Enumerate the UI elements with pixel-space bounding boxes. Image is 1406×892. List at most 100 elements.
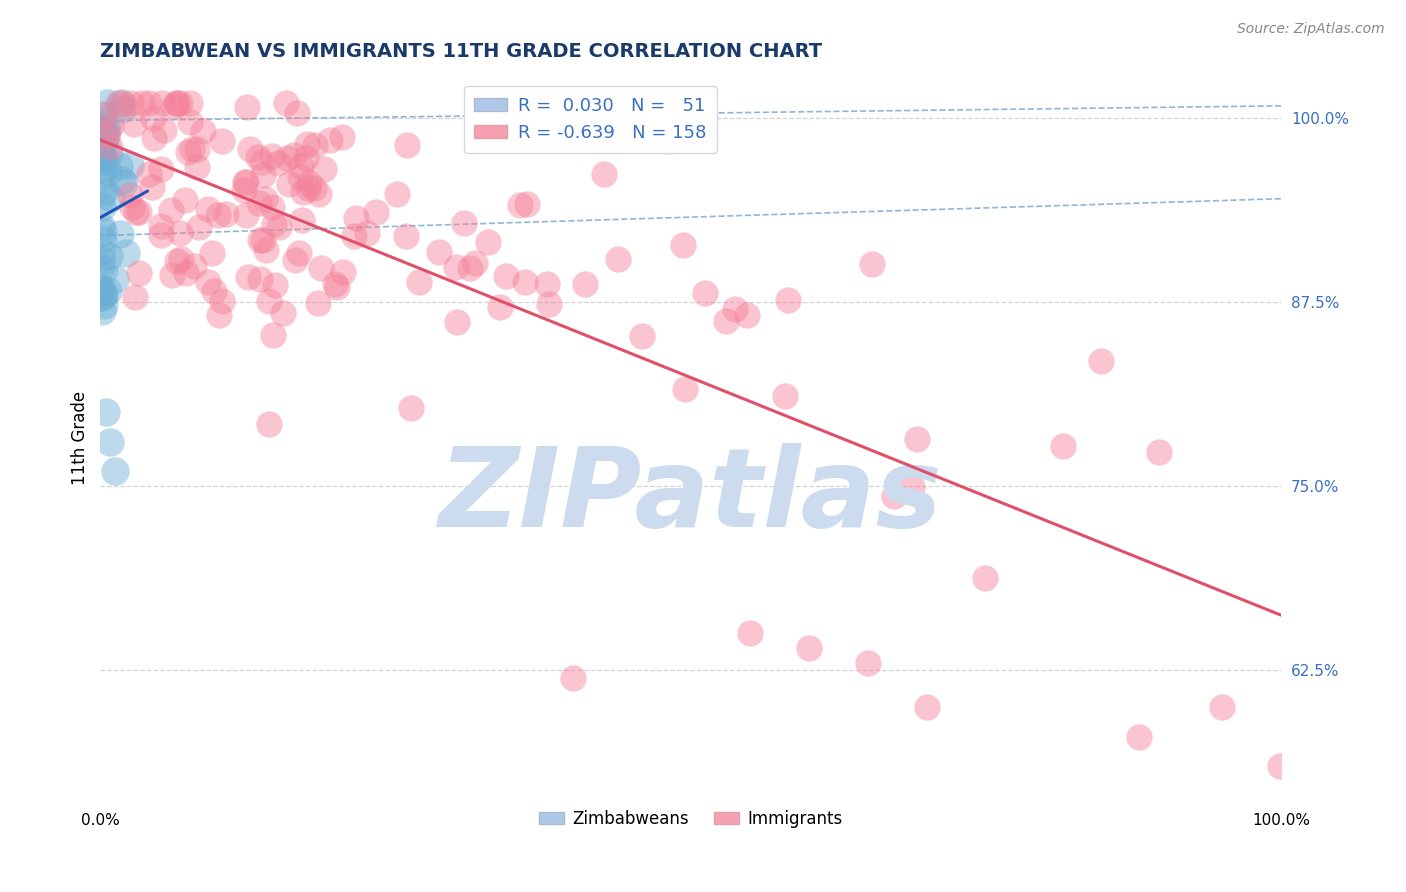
Point <box>91 232 114 246</box>
Point <box>97 284 120 298</box>
Point <box>1128 730 1150 744</box>
Point <box>260 200 283 214</box>
Point <box>250 155 273 169</box>
Point <box>103 464 125 478</box>
Point <box>170 252 193 266</box>
Point <box>90 149 112 163</box>
Point <box>444 260 467 274</box>
Point <box>385 186 408 201</box>
Point <box>326 280 349 294</box>
Point <box>235 208 257 222</box>
Point <box>90 147 112 161</box>
Point <box>90 125 112 139</box>
Point <box>271 306 294 320</box>
Point <box>197 202 219 216</box>
Point <box>883 489 905 503</box>
Point <box>90 282 112 296</box>
Point <box>186 160 208 174</box>
Point <box>309 261 332 276</box>
Point <box>91 288 114 302</box>
Point <box>905 432 928 446</box>
Point <box>672 238 695 252</box>
Point <box>93 263 115 277</box>
Point <box>150 162 173 177</box>
Point <box>319 133 342 147</box>
Point <box>96 405 118 419</box>
Point <box>464 256 486 270</box>
Point <box>673 382 696 396</box>
Point <box>165 95 187 110</box>
Point <box>114 245 136 260</box>
Point <box>274 95 297 110</box>
Point <box>304 137 326 152</box>
Point <box>973 571 995 585</box>
Point <box>246 150 269 164</box>
Point <box>97 145 120 160</box>
Point <box>515 275 537 289</box>
Point <box>91 117 114 131</box>
Point <box>191 124 214 138</box>
Point <box>276 151 298 165</box>
Point <box>901 480 924 494</box>
Point <box>138 95 160 110</box>
Point <box>118 158 141 172</box>
Point <box>96 95 118 110</box>
Point <box>90 291 112 305</box>
Point <box>1149 445 1171 459</box>
Point <box>285 106 308 120</box>
Point <box>177 145 200 160</box>
Point <box>90 304 112 318</box>
Point <box>93 132 115 146</box>
Point <box>110 103 132 117</box>
Point <box>257 417 280 431</box>
Point <box>93 108 115 122</box>
Point <box>427 244 450 259</box>
Point <box>249 271 271 285</box>
Point <box>181 142 204 156</box>
Point <box>695 285 717 300</box>
Point <box>631 329 654 343</box>
Point <box>561 671 583 685</box>
Point <box>915 700 938 714</box>
Point <box>453 216 475 230</box>
Point <box>96 122 118 136</box>
Point <box>297 181 319 195</box>
Point <box>90 169 112 183</box>
Point <box>235 175 257 189</box>
Point <box>104 271 127 285</box>
Point <box>658 134 681 148</box>
Point <box>107 95 129 110</box>
Point <box>98 434 121 449</box>
Point <box>283 148 305 162</box>
Point <box>489 300 512 314</box>
Point <box>856 656 879 670</box>
Legend: Zimbabweans, Immigrants: Zimbabweans, Immigrants <box>533 804 849 835</box>
Point <box>91 148 114 162</box>
Text: ZIPatlas: ZIPatlas <box>439 443 942 550</box>
Point <box>233 184 256 198</box>
Point <box>257 294 280 309</box>
Point <box>173 193 195 207</box>
Point <box>142 111 165 125</box>
Point <box>1090 354 1112 368</box>
Point <box>775 389 797 403</box>
Point <box>287 246 309 260</box>
Point <box>516 197 538 211</box>
Point <box>202 284 225 298</box>
Point <box>330 130 353 145</box>
Point <box>797 641 820 656</box>
Point <box>738 626 761 640</box>
Point <box>262 328 284 343</box>
Point <box>344 211 367 226</box>
Point <box>201 246 224 260</box>
Point <box>100 191 122 205</box>
Point <box>735 308 758 322</box>
Point <box>159 202 181 217</box>
Point <box>302 181 325 195</box>
Point <box>108 227 131 241</box>
Point <box>108 160 131 174</box>
Point <box>1052 439 1074 453</box>
Point <box>277 178 299 192</box>
Point <box>211 134 233 148</box>
Point <box>254 192 277 206</box>
